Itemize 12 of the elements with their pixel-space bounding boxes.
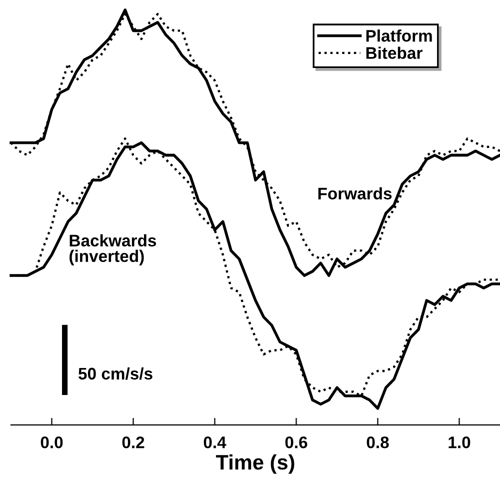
legend-label: Platform (366, 29, 432, 42)
x-tick-label: 1.0 (448, 436, 470, 448)
x-tick-label: 0.4 (204, 436, 226, 448)
x-tick-label: 0.0 (40, 436, 63, 448)
x-tick-label: 0.8 (366, 436, 389, 448)
x-axis-title: Time (s) (216, 454, 294, 474)
annotation: Forwards (318, 187, 392, 200)
x-tick-label: 0.6 (285, 436, 308, 448)
annotation: 50 cm/s/s (78, 367, 152, 380)
x-tick-label: 0.2 (122, 436, 144, 448)
annotation: Backwards (inverted) (70, 234, 156, 266)
legend-label: Bitebar (366, 46, 422, 59)
